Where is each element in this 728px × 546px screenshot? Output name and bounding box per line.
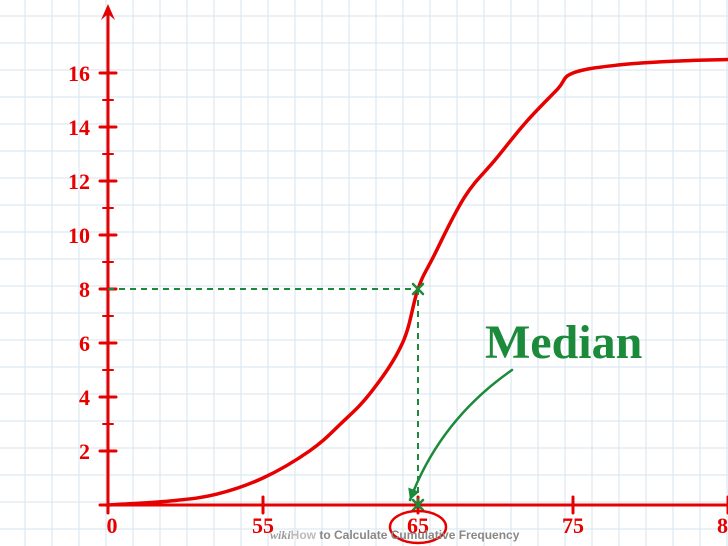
svg-text:8: 8 <box>79 277 90 302</box>
svg-text:14: 14 <box>68 115 90 140</box>
svg-text:12: 12 <box>68 169 90 194</box>
svg-text:85: 85 <box>717 513 728 538</box>
svg-text:10: 10 <box>68 223 90 248</box>
watermark-wiki: wiki <box>270 528 291 542</box>
watermark: wikiHow to Calculate Cumulative Frequenc… <box>270 528 519 543</box>
svg-text:16: 16 <box>68 61 90 86</box>
svg-text:4: 4 <box>79 385 90 410</box>
chart-canvas: 246810121416556575850 <box>0 0 728 546</box>
svg-text:2: 2 <box>79 439 90 464</box>
svg-text:6: 6 <box>79 331 90 356</box>
svg-text:0: 0 <box>107 513 118 538</box>
svg-text:75: 75 <box>562 513 584 538</box>
watermark-suffix: to Calculate Cumulative Frequency <box>316 528 519 542</box>
watermark-how: How <box>291 528 316 542</box>
